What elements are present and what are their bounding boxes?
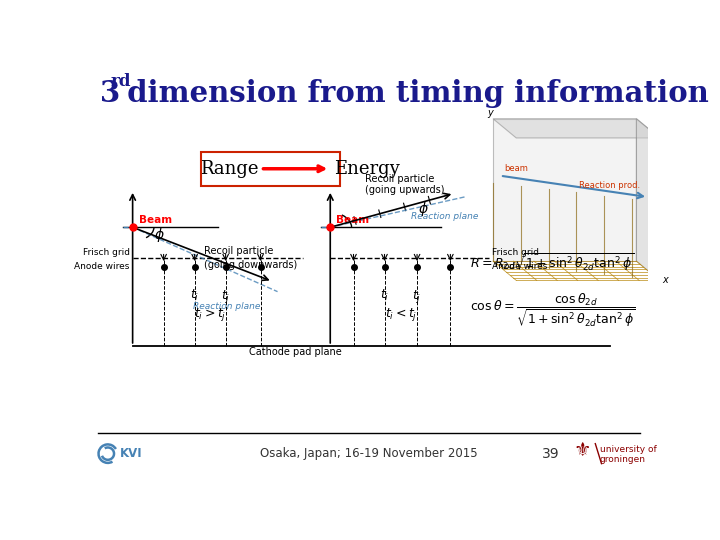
- Text: Recoil particle: Recoil particle: [204, 246, 274, 256]
- Text: $R = R_{2d}\sqrt{1+\sin^2\theta_{2d}\tan^2\phi}$: $R = R_{2d}\sqrt{1+\sin^2\theta_{2d}\tan…: [469, 252, 634, 274]
- Text: KVI: KVI: [120, 447, 143, 460]
- Text: Beam: Beam: [139, 215, 172, 225]
- Text: groningen: groningen: [600, 455, 646, 463]
- Text: Osaka, Japan; 16-19 November 2015: Osaka, Japan; 16-19 November 2015: [260, 447, 478, 460]
- Text: Cathode pad plane: Cathode pad plane: [249, 347, 342, 357]
- Text: rd: rd: [111, 73, 132, 90]
- Polygon shape: [493, 119, 660, 138]
- Text: Anode wires: Anode wires: [492, 261, 548, 271]
- Text: $t_i$: $t_i$: [190, 287, 199, 302]
- Text: beam: beam: [504, 164, 528, 173]
- Text: $t_i > t_j$: $t_i > t_j$: [194, 306, 226, 323]
- Text: Beam: Beam: [336, 215, 369, 225]
- Text: Frisch grid: Frisch grid: [83, 248, 130, 258]
- Text: Energy: Energy: [334, 160, 400, 178]
- Text: Range: Range: [200, 160, 258, 178]
- Text: $t_j$: $t_j$: [221, 287, 230, 305]
- Text: Frisch grid: Frisch grid: [492, 248, 539, 258]
- Text: $\phi$: $\phi$: [418, 200, 428, 218]
- Text: $t_j$: $t_j$: [413, 287, 422, 305]
- Text: (going upwards): (going upwards): [365, 185, 445, 195]
- Text: Reaction plane: Reaction plane: [411, 212, 478, 221]
- FancyBboxPatch shape: [201, 152, 340, 186]
- Text: ⚜: ⚜: [573, 441, 591, 460]
- Polygon shape: [493, 119, 636, 261]
- Text: Anode wires: Anode wires: [74, 261, 130, 271]
- Text: 39: 39: [541, 447, 559, 461]
- Text: (going downwards): (going downwards): [204, 260, 297, 270]
- Text: 3: 3: [100, 79, 120, 107]
- Text: dimension from timing information of the anode wires: dimension from timing information of the…: [117, 79, 720, 107]
- Text: y: y: [487, 107, 492, 118]
- Text: Recoil particle: Recoil particle: [365, 173, 435, 184]
- Text: Reaction plane: Reaction plane: [193, 301, 260, 310]
- Text: $t_i < t_j$: $t_i < t_j$: [384, 306, 417, 323]
- Text: $\cos\theta = \dfrac{\cos\theta_{2d}}{\sqrt{1+\sin^2\theta_{2d}\tan^2\phi}}$: $\cos\theta = \dfrac{\cos\theta_{2d}}{\s…: [469, 291, 636, 329]
- Text: x: x: [662, 275, 668, 286]
- Polygon shape: [636, 119, 660, 280]
- Text: $t_i$: $t_i$: [380, 287, 389, 302]
- Text: $\phi$: $\phi$: [154, 226, 165, 244]
- Text: university of: university of: [600, 444, 657, 454]
- Text: Reaction prod.: Reaction prod.: [579, 181, 640, 190]
